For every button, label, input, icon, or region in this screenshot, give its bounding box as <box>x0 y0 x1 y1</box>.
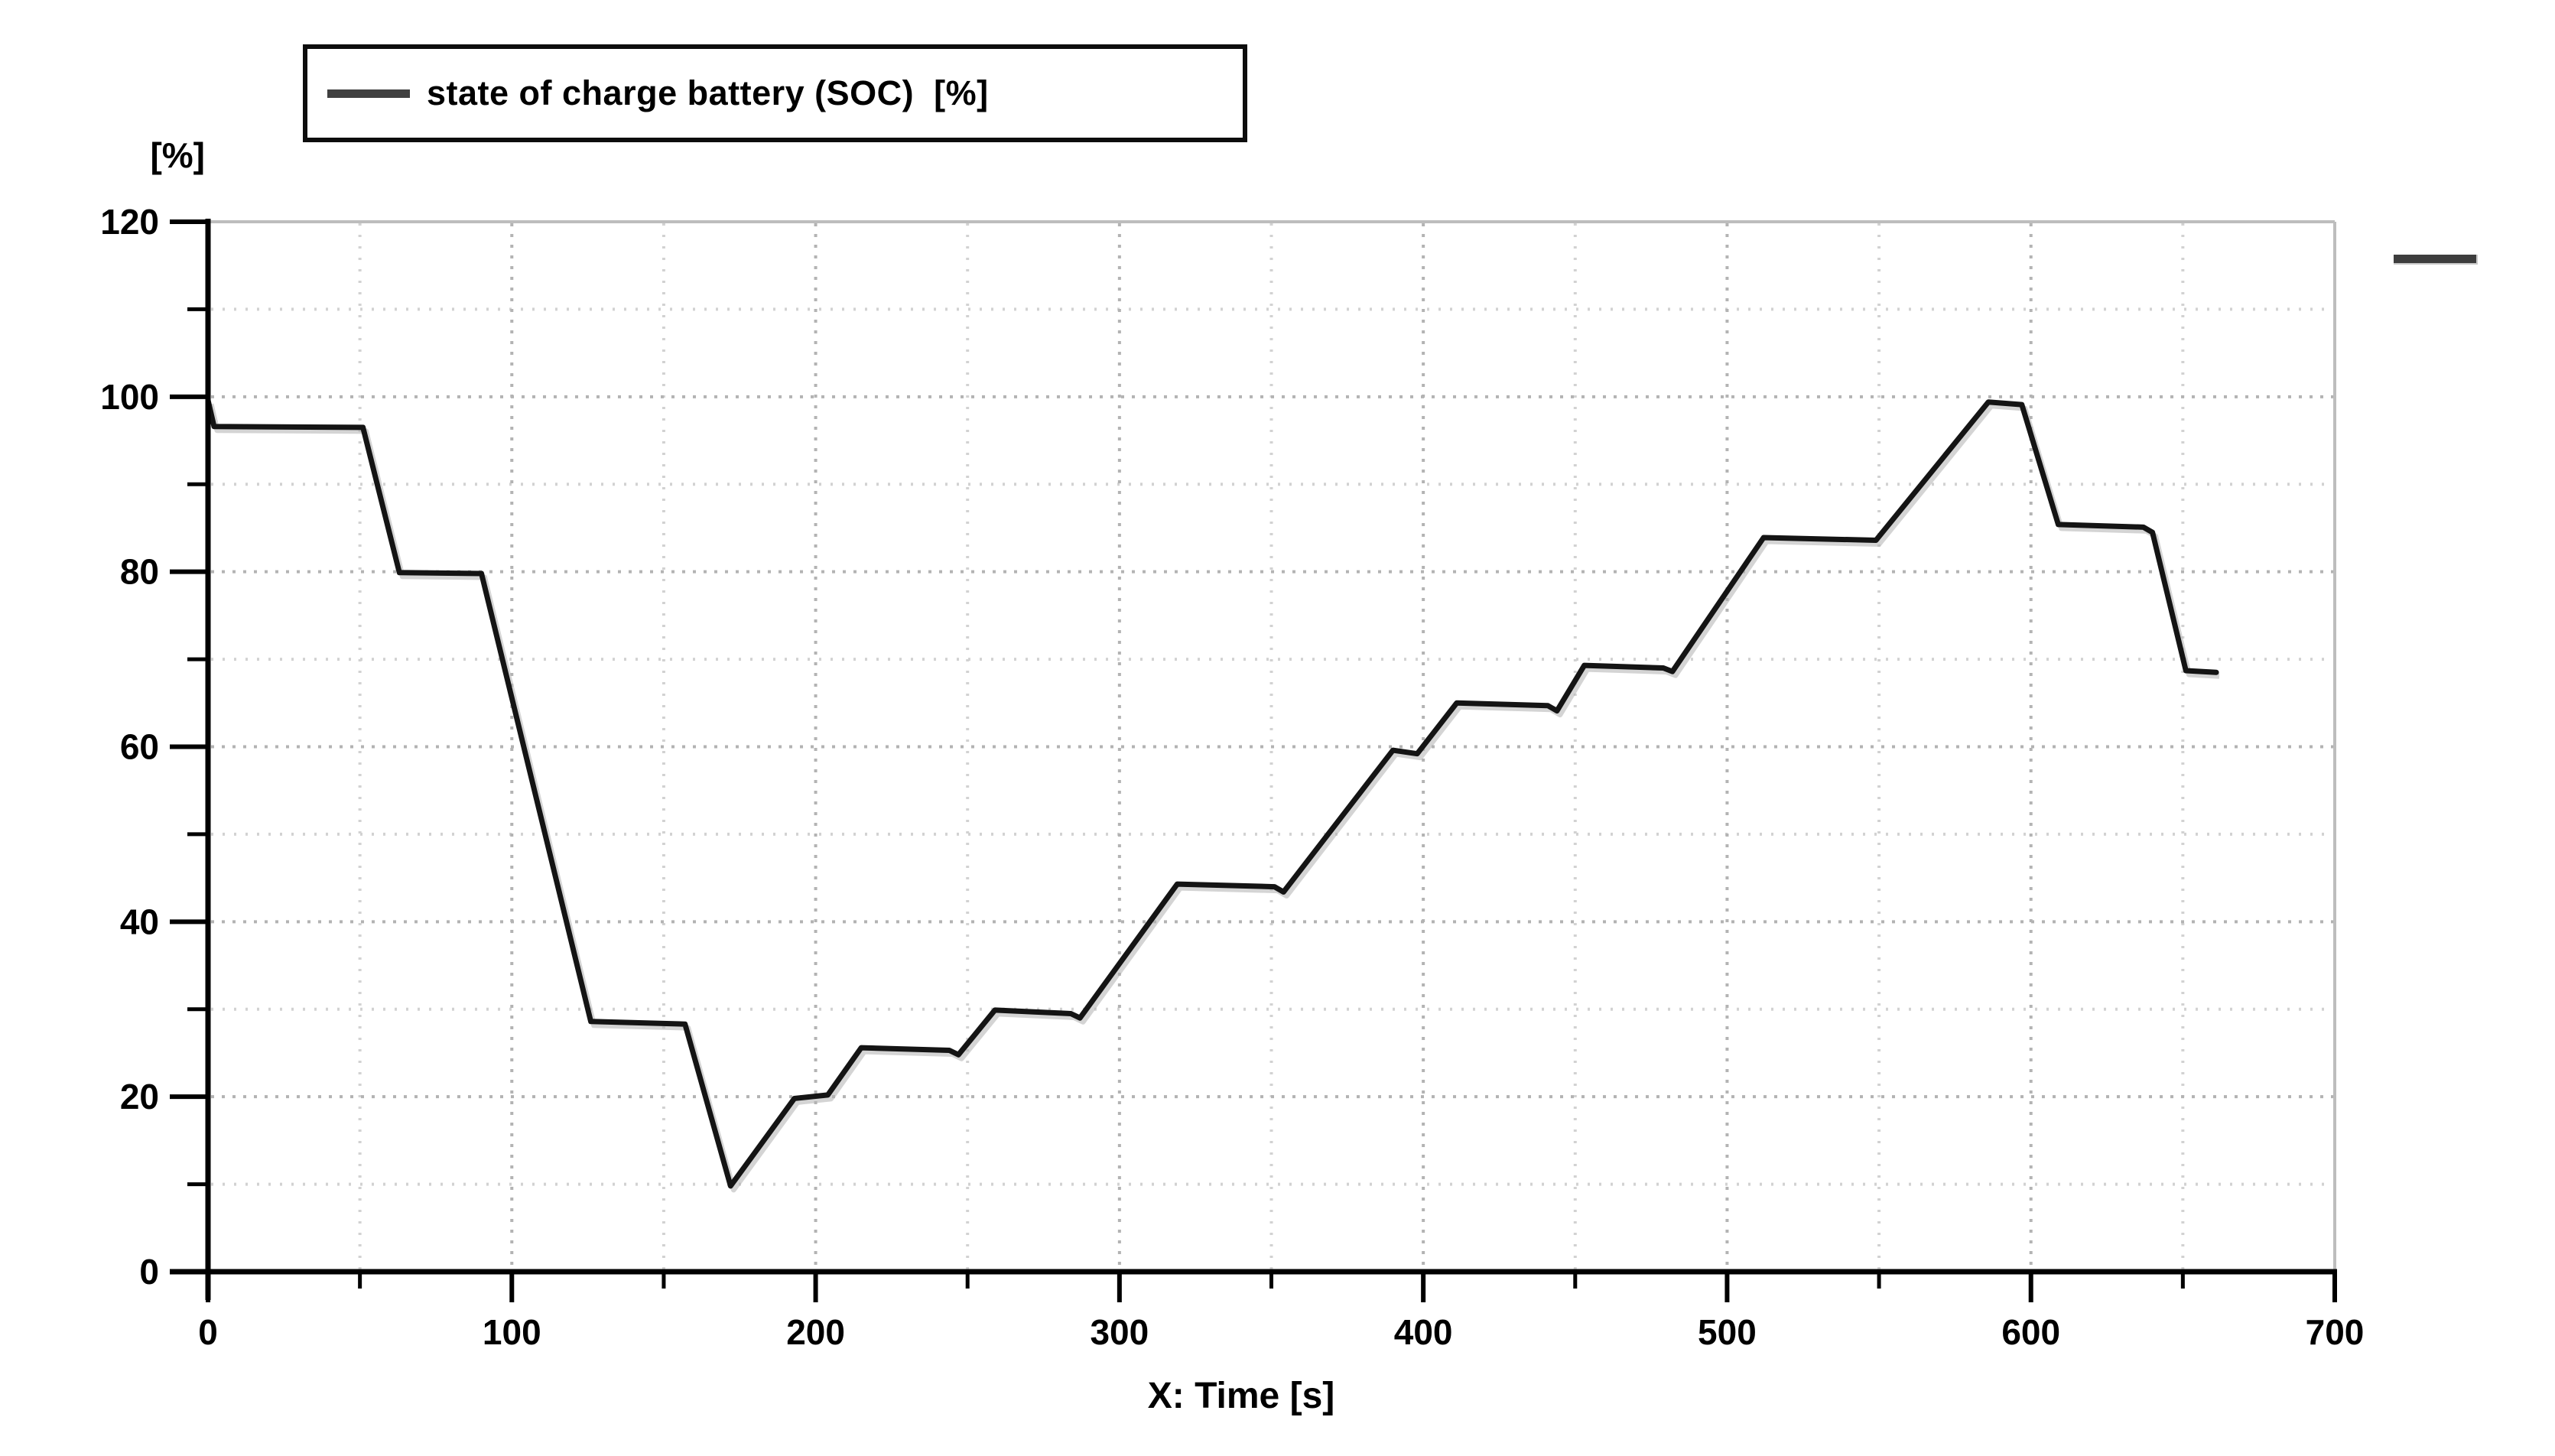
x-tick-label: 500 <box>1698 1312 1757 1352</box>
y-tick-label: 100 <box>100 377 159 417</box>
x-tick-label: 0 <box>198 1312 218 1352</box>
y-tick-label: 20 <box>120 1077 159 1116</box>
secondary-legend-dash-icon <box>2394 255 2478 265</box>
x-tick-label: 100 <box>483 1312 541 1352</box>
y-tick-label: 60 <box>120 727 159 767</box>
legend-series-label: state of charge battery (SOC) [%] <box>427 73 989 112</box>
x-tick-label: 700 <box>2306 1312 2365 1352</box>
x-axis-title: X: Time [s] <box>1147 1376 1335 1416</box>
y-tick-label: 120 <box>100 202 159 242</box>
y-tick-label: 0 <box>139 1252 159 1292</box>
legend-line-sample-icon <box>327 89 410 98</box>
series-line-soc <box>205 397 2219 1189</box>
x-tick-label: 200 <box>786 1312 845 1352</box>
legend-box: state of charge battery (SOC) [%] <box>303 44 1247 142</box>
x-tick-label: 600 <box>2001 1312 2060 1352</box>
x-tick-label: 400 <box>1394 1312 1453 1352</box>
y-tick-label: 40 <box>120 902 159 941</box>
y-axis-unit-label: [%] <box>150 135 205 175</box>
x-tick-label: 300 <box>1090 1312 1149 1352</box>
y-tick-label: 80 <box>120 552 159 592</box>
